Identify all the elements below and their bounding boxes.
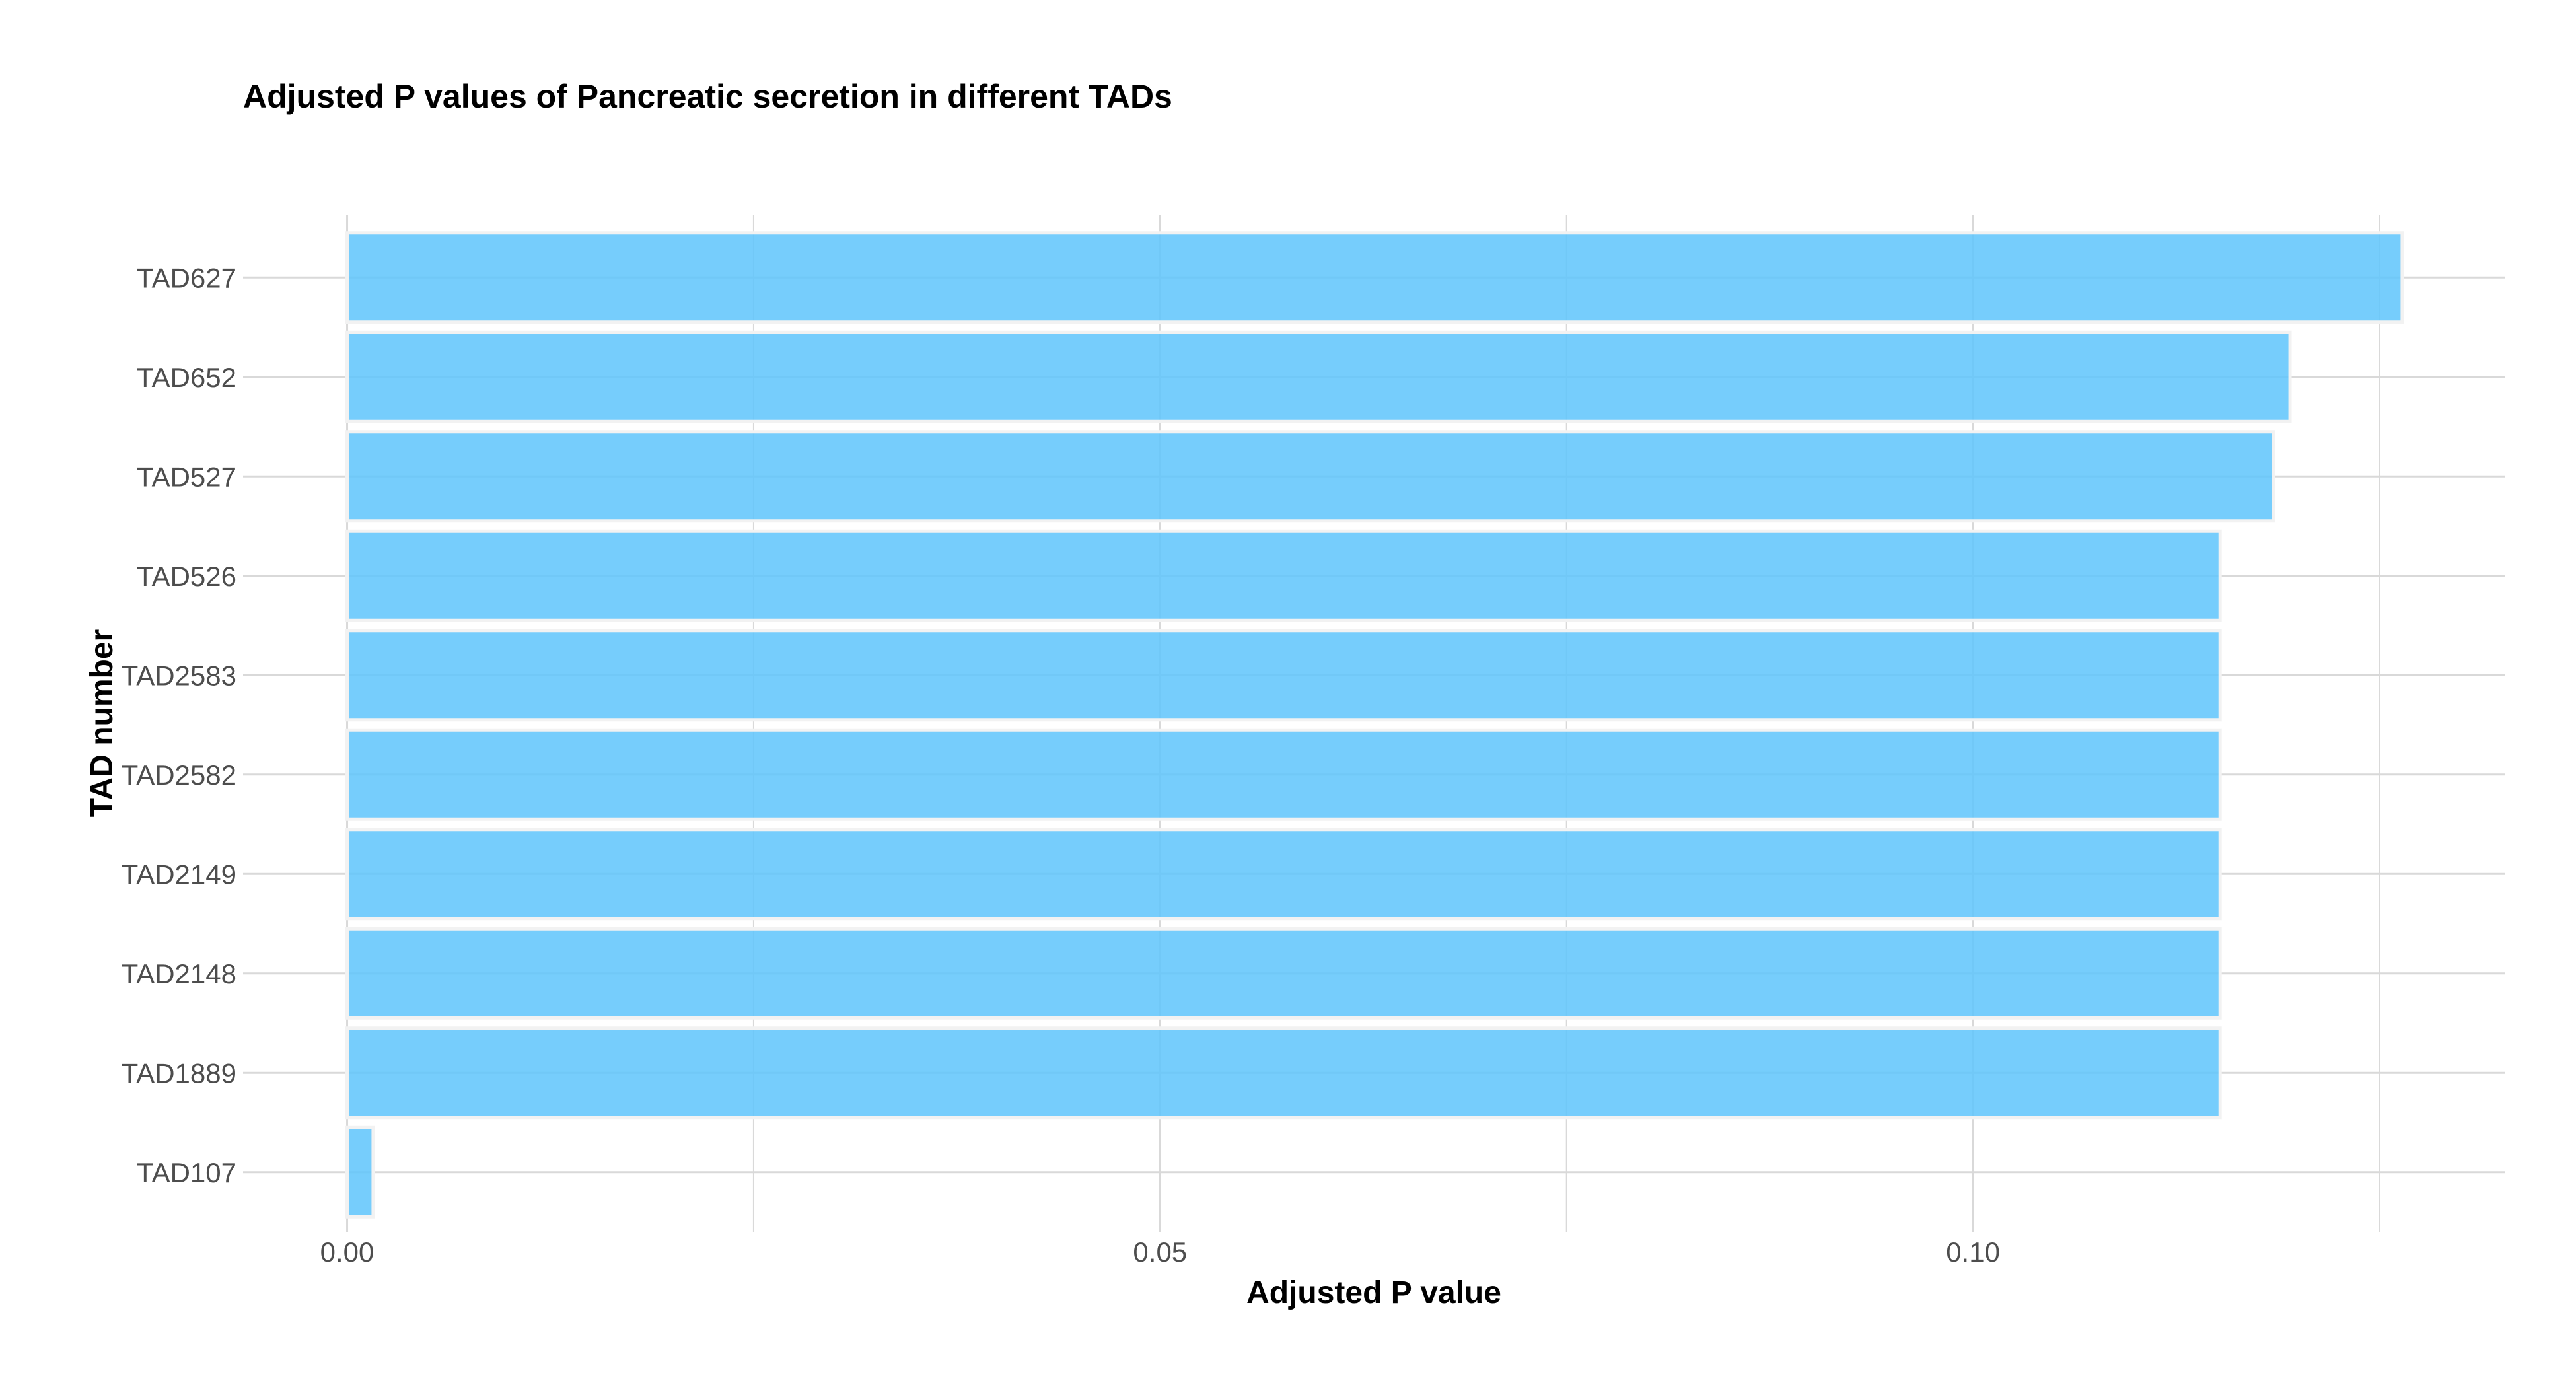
y-tick-label: TAD527 <box>137 461 236 492</box>
chart-title: Adjusted P values of Pancreatic secretio… <box>243 78 1172 115</box>
y-tick-label: TAD627 <box>137 262 236 293</box>
bar-tad627 <box>345 231 2404 324</box>
bar-tad107 <box>345 1125 375 1219</box>
x-tick-label: 0.10 <box>1946 1236 2000 1267</box>
y-tick-label: TAD1889 <box>122 1057 236 1088</box>
bar-tad2149 <box>345 828 2222 921</box>
y-axis-ticks: TAD627 TAD652 TAD527 TAD526 TAD2583 TAD2582 TA… <box>122 262 236 1188</box>
x-tick-label: 0.05 <box>1133 1236 1187 1267</box>
bar-tad652 <box>345 330 2292 423</box>
y-tick-label: TAD2583 <box>122 660 236 691</box>
x-axis-title: Adjusted P value <box>1246 1275 1501 1310</box>
bars <box>345 231 2404 1219</box>
bar-tad2148 <box>345 927 2222 1020</box>
y-tick-label: TAD2148 <box>122 958 236 989</box>
bar-tad2582 <box>345 728 2222 821</box>
bar-tad1889 <box>345 1026 2222 1120</box>
bar-tad2583 <box>345 629 2222 722</box>
bar-tad527 <box>345 430 2275 523</box>
y-tick-label: TAD2582 <box>122 760 236 791</box>
y-tick-label: TAD526 <box>137 561 236 592</box>
x-axis-ticks: 0.00 0.05 0.10 <box>320 1236 2000 1267</box>
x-tick-label: 0.00 <box>320 1236 375 1267</box>
y-tick-label: TAD652 <box>137 362 236 393</box>
y-axis-title: TAD number <box>85 629 120 817</box>
y-tick-label: TAD107 <box>137 1157 236 1188</box>
y-tick-label: TAD2149 <box>122 859 236 890</box>
bar-tad526 <box>345 529 2222 622</box>
